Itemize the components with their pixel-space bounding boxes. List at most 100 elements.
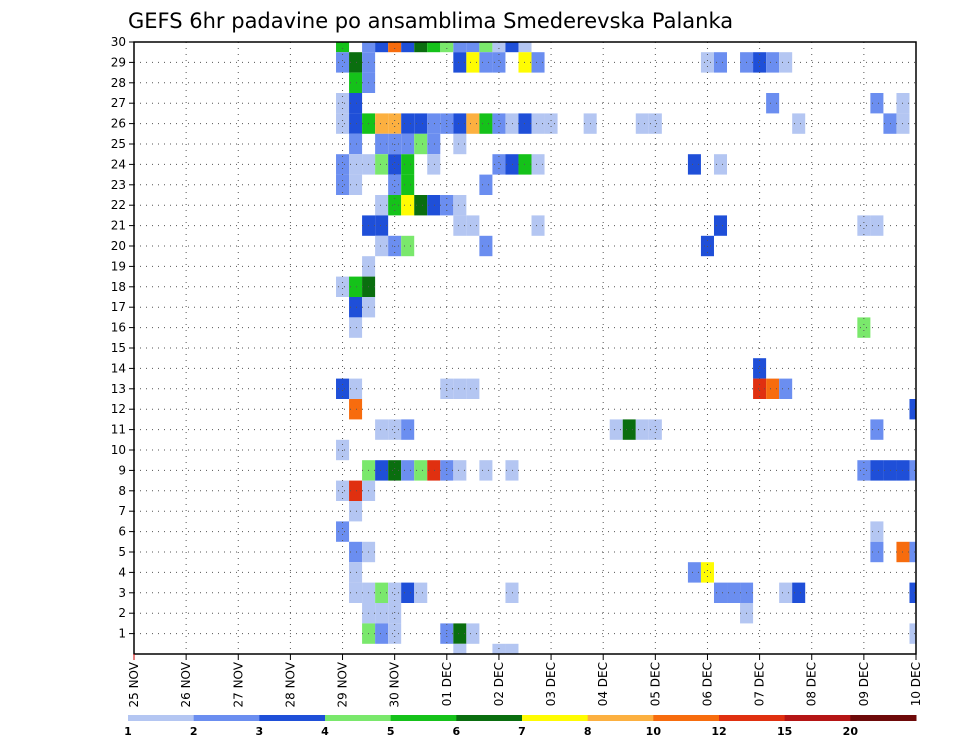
precip-cell — [349, 277, 362, 297]
x-tick-label: 26 NOV — [179, 661, 193, 707]
precip-cell — [779, 379, 792, 399]
precip-cell — [714, 583, 727, 603]
precip-cell — [427, 195, 440, 215]
precip-cell — [909, 399, 916, 419]
colorbar-segment — [653, 715, 719, 721]
precip-cell — [779, 583, 792, 603]
precip-cell — [401, 236, 414, 256]
precip-cell — [883, 113, 896, 133]
colorbar-segment — [128, 715, 194, 721]
y-tick-label: 12 — [111, 402, 126, 416]
y-tick-label: 11 — [111, 423, 126, 437]
precip-cell — [336, 481, 349, 501]
y-tick-label: 30 — [111, 35, 126, 49]
precip-cell — [336, 42, 349, 52]
precip-cell — [779, 52, 792, 72]
colorbar-segment — [522, 715, 588, 721]
precip-cell — [766, 93, 779, 113]
y-tick-label: 28 — [111, 76, 126, 90]
precip-cell — [857, 317, 870, 337]
colorbar: 1 2 3 4 5 6 7 8 10 12 15 20 — [124, 715, 916, 738]
y-tick-label: 7 — [118, 504, 126, 518]
y-tick-label: 16 — [111, 321, 126, 335]
precip-cell — [388, 460, 401, 480]
precip-cell — [401, 460, 414, 480]
colorbar-label: 3 — [256, 725, 264, 738]
y-tick-label: 19 — [111, 259, 126, 273]
colorbar-label: 2 — [190, 725, 198, 738]
precip-cell — [701, 52, 714, 72]
precip-cell — [466, 42, 479, 52]
precip-cell — [349, 501, 362, 521]
precip-cell — [453, 644, 466, 654]
precip-cell — [479, 52, 492, 72]
precip-cell — [466, 52, 479, 72]
precip-cell — [909, 583, 916, 603]
precip-cell — [714, 215, 727, 235]
precip-cell — [401, 154, 414, 174]
precip-cell — [349, 317, 362, 337]
x-tick-label: 28 NOV — [283, 661, 297, 707]
x-tick-label: 06 DEC — [700, 662, 714, 706]
x-tick-label: 05 DEC — [648, 662, 662, 706]
y-tick-label: 6 — [118, 525, 126, 539]
precip-cell — [401, 175, 414, 195]
y-tick-label: 20 — [111, 239, 126, 253]
precip-cell — [636, 113, 649, 133]
precip-cell — [336, 154, 349, 174]
precip-cell — [492, 42, 505, 52]
y-tick-label: 21 — [111, 219, 126, 233]
x-tick-label: 30 NOV — [388, 661, 402, 707]
x-axis: 25 NOV 26 NOV 27 NOV 28 NOV 29 NOV 30 NOV 01 D… — [127, 654, 923, 708]
y-tick-label: 1 — [118, 627, 126, 641]
precip-cell — [545, 113, 558, 133]
y-tick-label: 18 — [111, 280, 126, 294]
precip-cell — [427, 154, 440, 174]
colorbar-segment — [391, 715, 457, 721]
precip-cell — [909, 460, 916, 480]
precip-cell — [336, 113, 349, 133]
precip-cell — [427, 42, 440, 52]
x-tick-label: 10 DEC — [909, 662, 923, 706]
precip-cell — [414, 42, 427, 52]
x-tick-label: 07 DEC — [753, 662, 767, 706]
x-tick-label: 29 NOV — [336, 661, 350, 707]
x-tick-label: 27 NOV — [231, 661, 245, 707]
precip-cell — [857, 460, 870, 480]
colorbar-segment — [456, 715, 522, 721]
colorbar-segment — [259, 715, 325, 721]
precip-cell — [401, 583, 414, 603]
precip-cell — [336, 379, 349, 399]
precip-cell — [453, 42, 466, 52]
precip-cell — [505, 644, 518, 654]
precip-cell — [349, 542, 362, 562]
precip-cell — [349, 93, 362, 113]
y-tick-label: 9 — [118, 463, 126, 477]
precip-cell — [388, 583, 401, 603]
precip-cell — [479, 42, 492, 52]
y-tick-label: 25 — [111, 137, 126, 151]
precip-cell — [518, 42, 531, 52]
precip-cell — [388, 154, 401, 174]
precip-cell — [349, 175, 362, 195]
precip-cell — [701, 562, 714, 582]
precip-cell — [388, 42, 401, 52]
y-tick-label: 8 — [118, 484, 126, 498]
precip-cell — [505, 113, 518, 133]
precip-cell — [362, 42, 375, 52]
precip-cell — [349, 399, 362, 419]
precip-cell — [336, 521, 349, 541]
precip-cell — [505, 460, 518, 480]
precip-cell — [909, 623, 916, 643]
y-tick-label: 22 — [111, 198, 126, 212]
precip-cell — [388, 175, 401, 195]
x-tick-label: 01 DEC — [440, 662, 454, 706]
y-tick-label: 29 — [111, 55, 126, 69]
precip-cell — [766, 52, 779, 72]
y-tick-label: 4 — [118, 565, 126, 579]
x-tick-label: 25 NOV — [127, 661, 141, 707]
colorbar-label: 8 — [584, 725, 592, 738]
precip-cell — [388, 623, 401, 643]
precip-cell — [349, 379, 362, 399]
precip-cell — [466, 215, 479, 235]
